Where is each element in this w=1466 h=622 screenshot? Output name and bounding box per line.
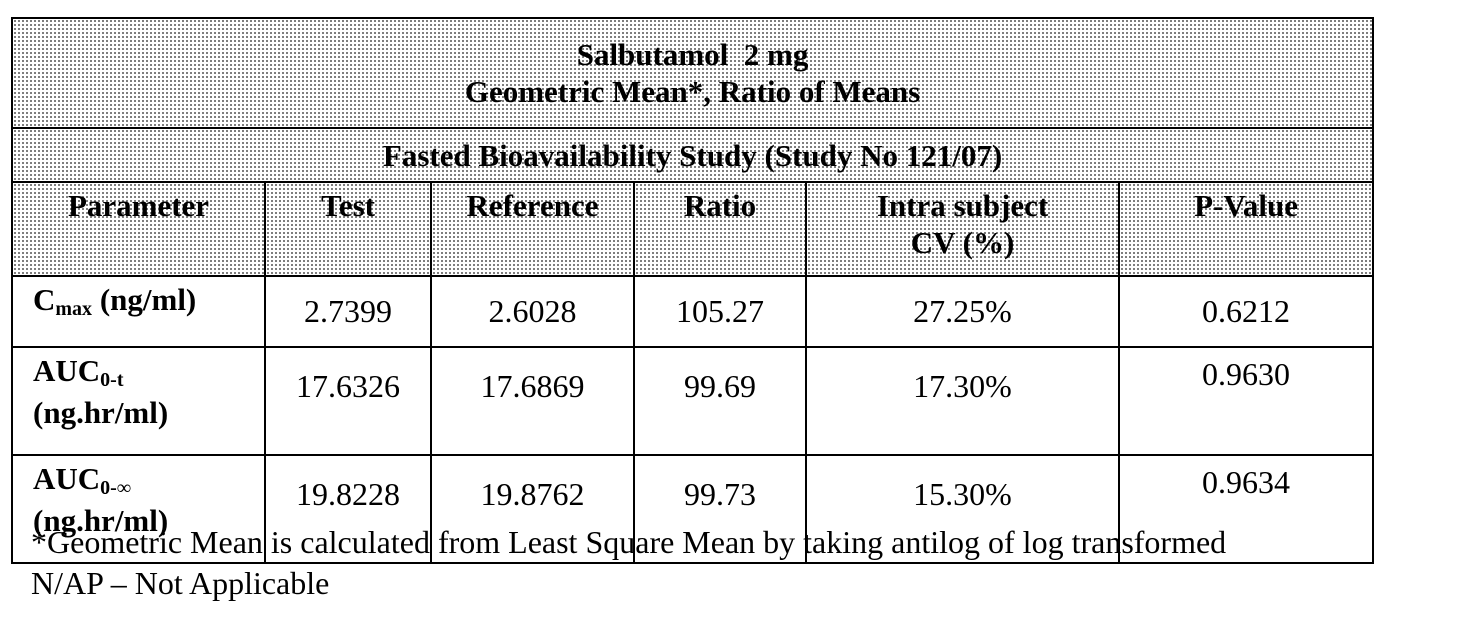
cell-ratio: 99.69 (634, 347, 806, 455)
cell-ratio: 105.27 (634, 276, 806, 347)
cell-reference: 17.6869 (431, 347, 634, 455)
header-test: Test (265, 182, 431, 276)
param-subscript: max (55, 298, 92, 320)
cell-cv: 27.25% (806, 276, 1119, 347)
param-symbol: AUC (33, 353, 100, 388)
title-subtitle: Geometric Mean*, Ratio of Means (13, 73, 1372, 110)
header-ratio: Ratio (634, 182, 806, 276)
header-parameter: Parameter (12, 182, 265, 276)
header-p-value: P-Value (1119, 182, 1373, 276)
param-unit: (ng.hr/ml) (33, 394, 264, 431)
header-cv-line2: CV (%) (807, 224, 1118, 261)
table-title: Salbutamol 2 mg Geometric Mean*, Ratio o… (12, 18, 1373, 128)
cell-cv: 17.30% (806, 347, 1119, 455)
param-subscript: 0-∞ (100, 477, 131, 499)
pk-results-table: Salbutamol 2 mg Geometric Mean*, Ratio o… (11, 17, 1374, 564)
param-auc-0-t: AUC0-t (ng.hr/ml) (12, 347, 265, 455)
param-unit: (ng/ml) (92, 282, 196, 317)
table-row: Cmax (ng/ml) 2.7399 2.6028 105.27 27.25%… (12, 276, 1373, 347)
header-intra-subject-cv: Intra subject CV (%) (806, 182, 1119, 276)
header-reference: Reference (431, 182, 634, 276)
cell-test: 2.7399 (265, 276, 431, 347)
footnote-not-applicable: N/AP – Not Applicable (31, 564, 329, 602)
cell-p-value: 0.6212 (1119, 276, 1373, 347)
footnote-geometric-mean: *Geometric Mean is calculated from Least… (31, 523, 1226, 561)
header-cv-line1: Intra subject (807, 187, 1118, 224)
table-row: AUC0-t (ng.hr/ml) 17.6326 17.6869 99.69 … (12, 347, 1373, 455)
param-subscript: 0-t (100, 369, 123, 391)
title-drug: Salbutamol 2 mg (13, 36, 1372, 73)
cell-test: 17.6326 (265, 347, 431, 455)
param-cmax: Cmax (ng/ml) (12, 276, 265, 347)
study-heading: Fasted Bioavailability Study (Study No 1… (12, 128, 1373, 182)
param-symbol: C (33, 282, 55, 317)
param-symbol: AUC (33, 461, 100, 496)
cell-p-value: 0.9630 (1119, 347, 1373, 455)
cell-reference: 2.6028 (431, 276, 634, 347)
